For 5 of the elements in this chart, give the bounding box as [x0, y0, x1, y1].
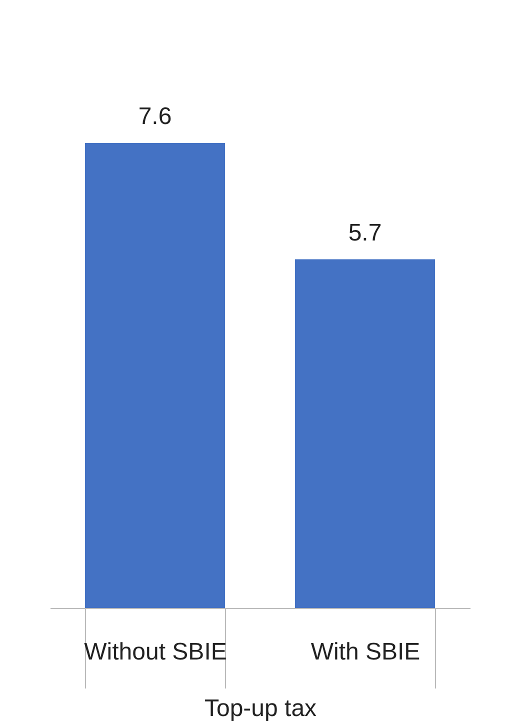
data-label: 7.6	[138, 103, 172, 130]
x-tick-label: Without SBIE	[84, 638, 227, 666]
x-tick-label: With SBIE	[310, 638, 420, 666]
data-label: 5.7	[348, 219, 382, 246]
x-axis-title: Top-up tax	[204, 695, 317, 721]
